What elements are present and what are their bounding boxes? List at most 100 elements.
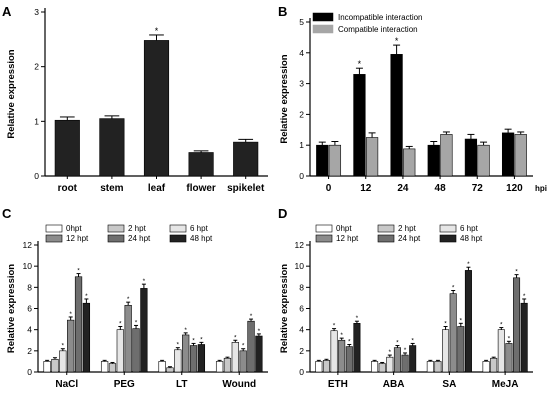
- panel-c-chart: 0 2 4 6 8 10 12 Relative expression NaCl * * * * PEG *…: [6, 224, 268, 390]
- x-category-label: leaf: [148, 183, 166, 194]
- y-tick-label: 4: [299, 48, 304, 58]
- y-tick-label: 8: [27, 282, 32, 292]
- significance-star: *: [85, 293, 88, 300]
- legend-label: 24 hpt: [128, 234, 151, 243]
- x-category-label: spikelet: [227, 183, 265, 194]
- y-axis-title: Relative expression: [6, 264, 17, 353]
- y-tick-label: 12: [295, 240, 305, 250]
- bar: [401, 354, 409, 373]
- x-unit-label: hpi: [535, 184, 547, 193]
- significance-star: *: [515, 269, 518, 276]
- bar: [174, 349, 182, 373]
- bar: [501, 132, 515, 177]
- legend-label: Incompatible interaction: [338, 13, 423, 22]
- y-tick-label: 4: [27, 325, 32, 335]
- bar: [166, 367, 174, 373]
- bar: [393, 347, 401, 373]
- bar: [477, 144, 490, 177]
- legend-label: 2 hpt: [128, 224, 147, 233]
- bar: [330, 330, 338, 373]
- y-tick-label: 0: [299, 171, 304, 181]
- bar: [233, 141, 259, 177]
- significance-star: *: [508, 335, 511, 342]
- significance-star: *: [69, 311, 72, 318]
- legend-label: 0hpt: [336, 224, 352, 233]
- bar: [322, 360, 330, 373]
- bar: [215, 361, 224, 373]
- significance-star: *: [460, 317, 463, 324]
- bar: [67, 319, 75, 373]
- y-tick-label: 5: [299, 17, 304, 27]
- bar: [189, 345, 198, 373]
- legend-swatch: [315, 224, 333, 233]
- significance-star: *: [258, 328, 261, 335]
- x-category-label: 12: [360, 183, 372, 194]
- panel-letter-d: D: [278, 206, 287, 221]
- significance-star: *: [404, 347, 407, 354]
- x-category-label: 120: [506, 183, 523, 194]
- bar: [426, 361, 434, 373]
- x-category-label: SA: [442, 379, 456, 390]
- significance-star: *: [200, 336, 203, 343]
- y-tick-label: 3: [299, 79, 304, 89]
- bar: [464, 270, 472, 373]
- significance-star: *: [333, 323, 336, 330]
- significance-star: *: [411, 337, 414, 344]
- bar: [108, 363, 117, 373]
- y-tick-label: 0: [34, 171, 39, 181]
- legend-swatch: [377, 224, 395, 233]
- legend-swatch: [45, 224, 63, 233]
- significance-star: *: [389, 349, 392, 356]
- legend-swatch: [107, 224, 125, 233]
- legend-swatch: [439, 234, 457, 243]
- x-category-label: LT: [176, 379, 187, 390]
- bar: [490, 357, 498, 373]
- y-tick-label: 6: [299, 304, 304, 314]
- legend-swatch: [107, 234, 125, 243]
- legend-label: 48 hpt: [190, 234, 213, 243]
- significance-star: *: [523, 293, 526, 300]
- significance-star: *: [119, 320, 122, 327]
- bar: [378, 363, 386, 373]
- y-tick-label: 12: [23, 240, 33, 250]
- legend-swatch: [315, 234, 333, 243]
- y-tick-label: 4: [299, 325, 304, 335]
- x-category-label: ABA: [383, 379, 405, 390]
- x-category-label: 48: [435, 183, 447, 194]
- legend-label: 6 hpt: [190, 224, 209, 233]
- bar: [434, 361, 442, 373]
- y-tick-label: 2: [27, 346, 32, 356]
- significance-star: *: [396, 340, 399, 347]
- bar: [449, 293, 457, 373]
- y-tick-label: 1: [299, 140, 304, 150]
- significance-star: *: [184, 327, 187, 334]
- bar: [188, 152, 214, 177]
- bar: [140, 288, 148, 373]
- x-category-label: 24: [397, 183, 409, 194]
- legend-swatch: [439, 224, 457, 233]
- bar: [223, 357, 232, 373]
- bar: [143, 40, 170, 177]
- bar: [82, 302, 91, 373]
- legend-label: 2 hpt: [398, 224, 417, 233]
- panel-letter-a: A: [2, 4, 12, 19]
- bar: [505, 343, 513, 373]
- y-tick-label: 10: [23, 261, 33, 271]
- significance-star: *: [395, 36, 399, 46]
- significance-star: *: [340, 332, 343, 339]
- significance-star: *: [127, 296, 130, 303]
- bar: [464, 138, 478, 177]
- significance-star: *: [143, 278, 146, 285]
- y-axis-title: Relative expression: [6, 49, 17, 138]
- legend-swatch: [312, 12, 334, 22]
- y-tick-label: 3: [34, 7, 39, 17]
- bar: [231, 342, 239, 373]
- bar: [59, 350, 67, 373]
- bar: [353, 74, 366, 177]
- bar: [116, 329, 124, 373]
- bar: [386, 356, 394, 373]
- significance-star: *: [234, 334, 237, 341]
- legend-label: 24 hpt: [398, 234, 421, 243]
- bar: [100, 361, 109, 373]
- significance-star: *: [250, 313, 253, 320]
